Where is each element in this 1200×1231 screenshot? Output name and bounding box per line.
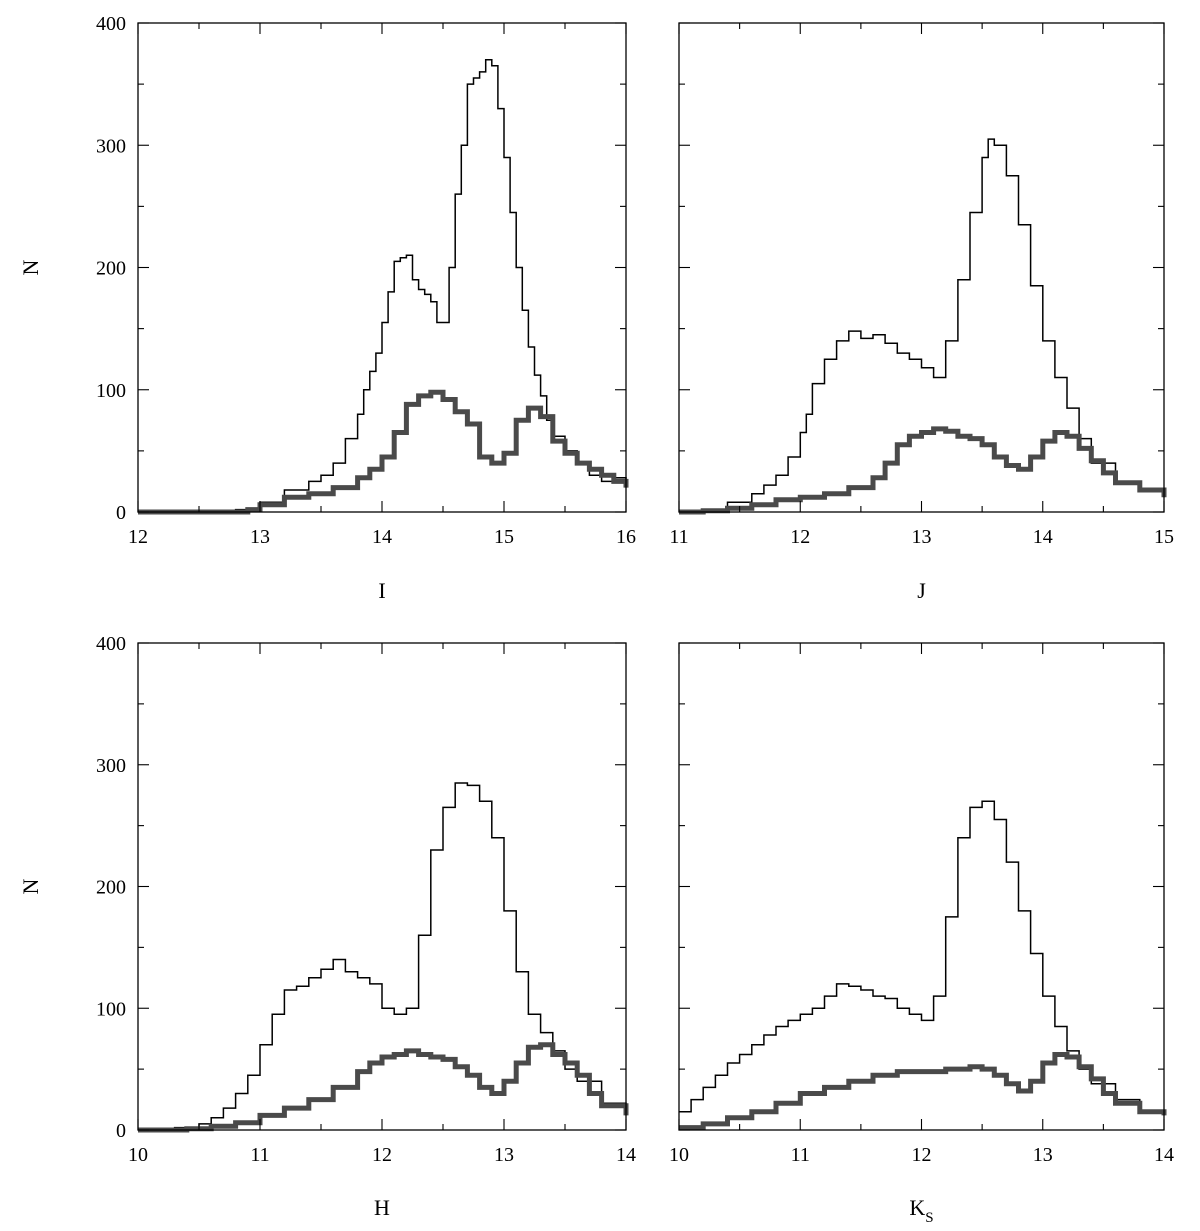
x-axis-title-text: H [374, 1195, 390, 1220]
x-axis-title-text: K [909, 1195, 925, 1220]
x-tick-label: 13 [912, 526, 932, 548]
y-tick-label: 200 [96, 877, 126, 899]
x-axis-title: KS [909, 1195, 933, 1226]
y-tick-label: 400 [96, 13, 126, 35]
y-tick-label: 200 [96, 258, 126, 280]
x-tick-label: 11 [791, 1144, 810, 1166]
y-tick-label: 300 [96, 135, 126, 157]
histogram-thin-series [679, 138, 1165, 513]
x-axis-title: I [378, 578, 385, 603]
y-tick-label: 0 [116, 1120, 126, 1142]
x-tick-label: 11 [250, 1144, 269, 1166]
x-axis-title-subscript: S [925, 1210, 933, 1226]
x-tick-label: 13 [1033, 1144, 1053, 1166]
y-tick-label: 100 [96, 380, 126, 402]
histogram-thin-series [679, 800, 1165, 1116]
x-tick-label: 13 [250, 526, 270, 548]
y-axis-title: N [18, 259, 43, 275]
x-tick-label: 10 [128, 1144, 148, 1166]
x-axis-title: H [374, 1195, 390, 1220]
histogram-thin-series [138, 58, 627, 513]
panel-h-band: 10 11 12 13 14 0 100 200 300 400 H N [18, 633, 636, 1220]
x-tick-label: 12 [128, 526, 148, 548]
x-tick-label: 14 [616, 1144, 636, 1166]
panel-i-band: 12 13 14 15 16 0 100 200 300 400 I N [18, 13, 636, 603]
x-tick-label: 11 [669, 526, 688, 548]
x-tick-label: 12 [790, 526, 810, 548]
x-tick-label: 15 [494, 526, 514, 548]
x-axis-title: J [917, 578, 926, 603]
x-tick-label: 12 [912, 1144, 932, 1166]
x-tick-label: 13 [494, 1144, 514, 1166]
x-tick-label: 14 [1033, 526, 1053, 548]
y-tick-label: 400 [96, 633, 126, 655]
histogram-thick-series [138, 1042, 629, 1133]
plot-frame [678, 642, 1165, 1131]
x-tick-label: 12 [372, 1144, 392, 1166]
y-tick-label: 100 [96, 998, 126, 1020]
x-tick-label: 15 [1154, 526, 1174, 548]
histogram-thick-series [679, 426, 1167, 515]
y-tick-label: 300 [96, 755, 126, 777]
y-tick-label: 0 [116, 502, 126, 524]
x-tick-label: 14 [372, 526, 392, 548]
x-tick-label: 16 [616, 526, 636, 548]
panel-j-band: 11 12 13 14 15 J [669, 22, 1174, 603]
histogram-thin-series [138, 782, 627, 1131]
x-axis-title-text: I [378, 578, 385, 603]
y-axis-title: N [18, 878, 43, 894]
panel-ks-band: 10 11 12 13 14 KS [669, 642, 1174, 1226]
x-tick-label: 14 [1154, 1144, 1174, 1166]
histogram-thick-series [679, 1052, 1167, 1131]
x-tick-label: 10 [669, 1144, 689, 1166]
x-axis-title-text: J [917, 578, 926, 603]
histogram-thick-series [138, 389, 629, 515]
